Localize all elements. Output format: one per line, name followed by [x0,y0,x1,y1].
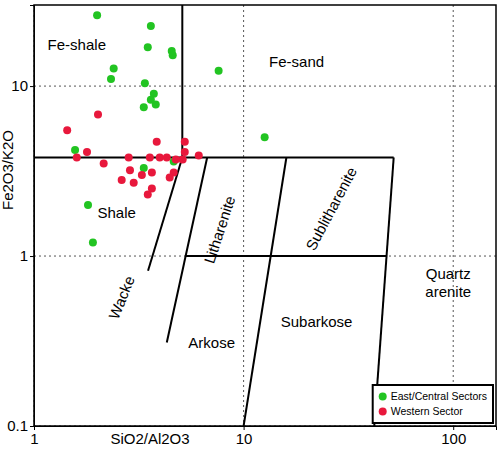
legend-label: Western Sector [391,405,464,417]
data-point [144,43,152,51]
data-point [71,146,79,154]
data-point [152,100,160,108]
data-point [215,67,223,75]
data-point [130,179,138,187]
data-point [195,152,203,160]
y-tick-label: 10 [11,77,28,94]
y-axis-line [30,6,35,427]
legend-box [373,385,493,423]
x-grid-line [453,5,454,426]
data-point [148,169,156,177]
x-axis: 1 10 100 [30,426,496,447]
series-points [63,111,203,199]
legend-label: East/Central Sectors [391,390,487,402]
field-label: Fe-shale [48,36,106,53]
field-boundary [244,158,287,426]
x-tick-label: 100 [441,430,466,447]
y-tick: 0.1 [7,417,34,434]
y-axis: 0.1 1 10 [7,6,34,435]
data-point [181,138,189,146]
x-axis-line [35,427,497,431]
y-tick-mark [30,256,34,257]
data-point [140,164,148,172]
x-tick-label: 10 [236,430,253,447]
field-boundary [181,5,183,158]
data-point [172,155,180,163]
x-tick: 100 [441,426,466,447]
y-axis-title: Fe2O3/K2O [0,130,16,210]
x-tick-label: 1 [30,430,38,447]
field-label: Arkose [188,334,235,351]
legend-marker [379,408,387,416]
field-boundary [34,157,394,159]
field-label: Fe-sand [269,53,324,70]
y-grid-line [34,86,496,87]
data-point [84,201,92,209]
plot-frame [34,5,496,426]
data-point [63,126,71,134]
data-point [147,22,155,30]
data-point [179,155,187,163]
data-point [140,103,148,111]
data-point [163,154,171,162]
y-tick-label: 0.1 [7,417,28,434]
data-point [169,51,177,59]
legend: East/Central Sectors Western Sector [373,385,493,423]
data-point [144,191,152,199]
chart-svg: 1101000.1110SiO2/Al2O3Fe2O3/K2OFe-shaleF… [0,0,500,450]
data-point [94,111,102,119]
field-label: Shale [97,204,135,221]
x-tick: 1 [30,426,38,447]
field-labels: Fe-shale Fe-sand Shale Wacke Litharenite Subl… [48,36,472,350]
data-point [261,133,269,141]
field-label: Litharenite [201,194,239,266]
data-point [181,148,189,156]
data-point [156,154,164,162]
data-point [100,160,108,168]
x-grid-line [243,5,244,426]
data-point [83,148,91,156]
y-grid-line [34,256,496,257]
data-point [146,154,154,162]
data-point [125,154,133,162]
y-tick-label: 1 [20,247,28,264]
grid [34,5,496,426]
data-point [153,138,161,146]
y-tick-mark [30,426,34,427]
legend-marker [379,393,387,401]
data-point [126,166,134,174]
field-boundary [148,158,182,271]
plot-marks [34,5,394,426]
y-tick: 1 [20,247,34,264]
data-point [166,173,174,181]
data-point [138,171,146,179]
y-tick: 10 [11,77,34,94]
data-point [107,75,115,83]
data-point [73,154,81,162]
data-point [141,79,149,87]
field-label: Sublitharenite [302,164,360,253]
chart-container: 1101000.1110SiO2/Al2O3Fe2O3/K2OFe-shaleF… [0,0,500,450]
field-label: Quartzarenite [425,265,471,300]
x-axis-title: SiO2/Al2O3 [110,430,189,447]
x-tick: 10 [236,426,253,447]
data-point [118,176,126,184]
data-point [89,239,97,247]
y-tick-mark [30,86,34,87]
field-boundary [167,158,207,343]
data-point [110,64,118,72]
field-label: Subarkose [281,313,353,330]
field-label: Wacke [105,273,138,321]
data-point [93,11,101,19]
